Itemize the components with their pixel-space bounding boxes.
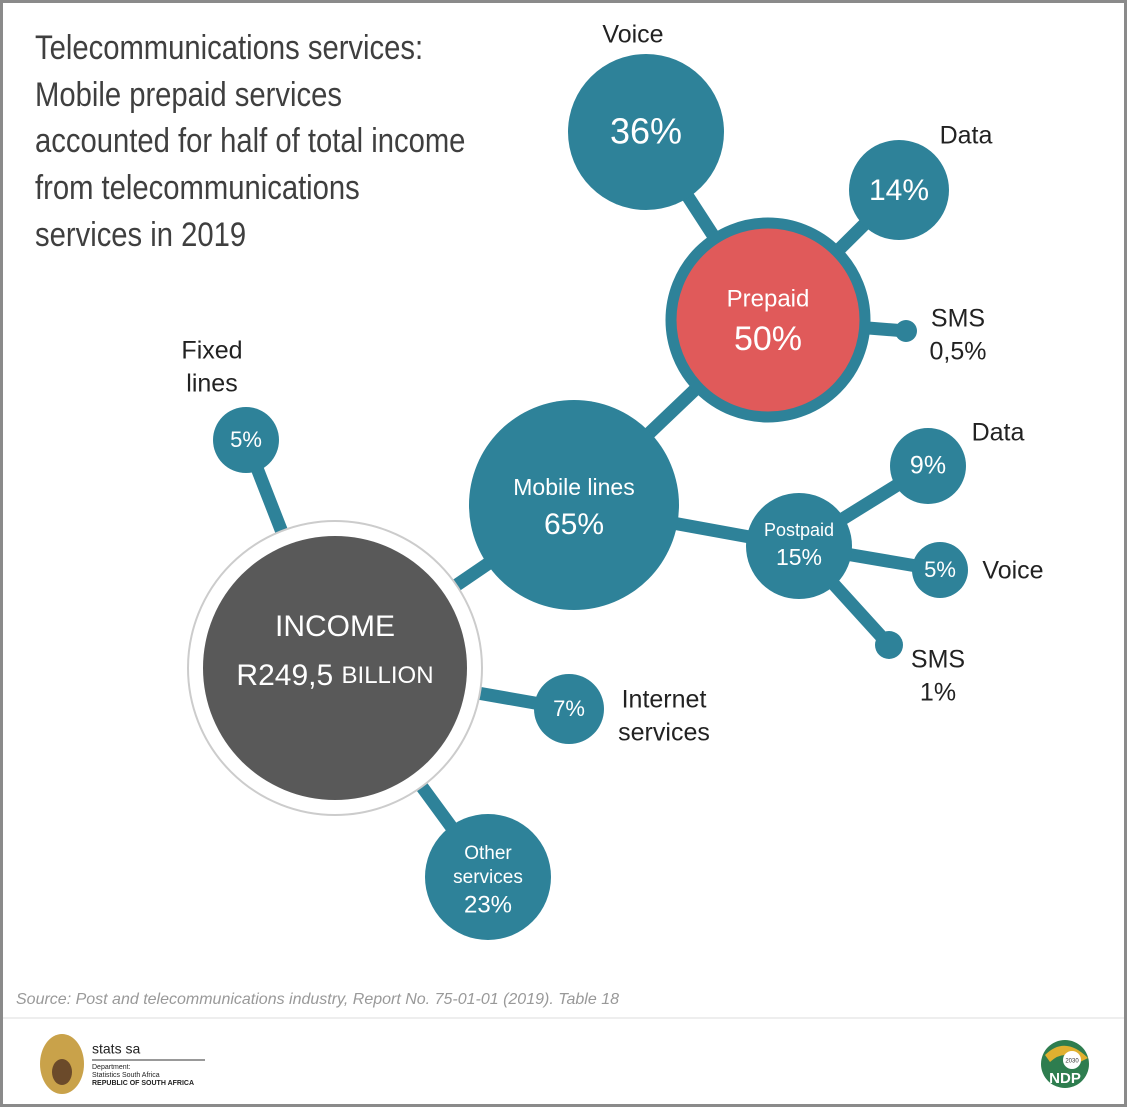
ndp-name: NDP xyxy=(1049,1070,1081,1087)
income-label: INCOME xyxy=(275,610,395,643)
title-line: Mobile prepaid services xyxy=(35,75,342,114)
ndp-year: 2030 xyxy=(1065,1059,1079,1065)
coat-of-arms xyxy=(52,1059,72,1085)
node-value: 50% xyxy=(734,320,802,358)
node-name: SMS xyxy=(931,305,985,333)
logo-left: stats sa Department: Statistics South Af… xyxy=(40,1034,205,1094)
node xyxy=(665,217,871,423)
node xyxy=(425,814,551,940)
source: Source: Post and telecommunications indu… xyxy=(16,991,619,1008)
node xyxy=(746,493,852,599)
node-name: Prepaid xyxy=(727,285,810,312)
unit: BILLION xyxy=(342,662,434,689)
node-name: Other xyxy=(464,843,512,864)
amount: R249,5 xyxy=(236,659,333,692)
logo-text: Statistics South Africa xyxy=(92,1072,160,1079)
node-name: Fixed xyxy=(181,337,242,365)
node xyxy=(912,542,968,598)
ndp-inner xyxy=(1063,1051,1081,1069)
title-line: Telecommunications services: xyxy=(35,28,423,67)
node-value: 1% xyxy=(920,679,956,707)
node-name: lines xyxy=(186,370,237,398)
node-value: 14% xyxy=(869,174,929,207)
node xyxy=(469,400,679,610)
node-value: 5% xyxy=(924,557,956,582)
income-amount: R249,5 BILLION xyxy=(236,659,433,692)
node-name: services xyxy=(618,719,710,747)
title: Telecommunications services: Mobile prep… xyxy=(35,28,465,254)
node xyxy=(534,674,604,744)
logo-right: 2030 NDP xyxy=(1041,1040,1089,1088)
node-value: 65% xyxy=(544,508,604,541)
node xyxy=(895,320,917,342)
node-value: 36% xyxy=(610,111,682,152)
node-value: 0,5% xyxy=(930,338,987,366)
node xyxy=(849,140,949,240)
logo-text: REPUBLIC OF SOUTH AFRICA xyxy=(92,1080,194,1087)
node xyxy=(890,428,966,504)
node-name: Data xyxy=(940,122,993,150)
logo-name: stats sa xyxy=(92,1041,140,1057)
title-line: from telecommunications xyxy=(35,168,360,207)
node-value: 5% xyxy=(230,427,262,452)
node-value: 15% xyxy=(776,544,822,570)
node-name: Postpaid xyxy=(764,520,834,540)
title-line: services in 2019 xyxy=(35,215,246,254)
node-name: Data xyxy=(972,419,1025,447)
node-name: services xyxy=(453,867,523,888)
node-name: Voice xyxy=(602,21,663,49)
node-value: 9% xyxy=(910,452,946,480)
logo-text: Department: xyxy=(92,1064,131,1071)
node xyxy=(568,54,724,210)
node-value: 23% xyxy=(464,891,512,918)
income-circle xyxy=(203,536,467,800)
title-line: accounted for half of total income xyxy=(35,121,465,160)
node-name: Mobile lines xyxy=(513,474,634,500)
node-name: Voice xyxy=(982,557,1043,585)
node-name: SMS xyxy=(911,646,965,674)
node-name: Internet xyxy=(622,686,707,714)
node xyxy=(875,631,903,659)
node-value: 7% xyxy=(553,696,585,721)
node xyxy=(213,407,279,473)
